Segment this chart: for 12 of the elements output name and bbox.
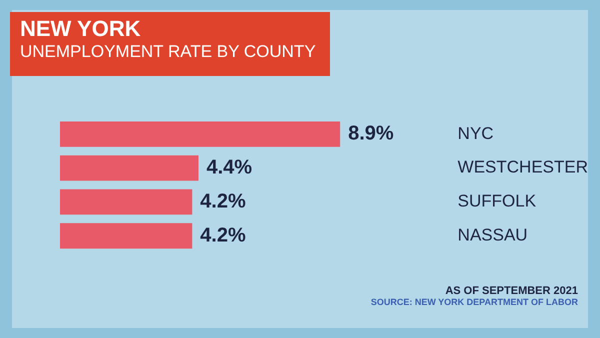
y-tick-label: NASSAU (458, 226, 528, 245)
text: AS OF SEPTEMBER 2021 (444, 285, 578, 297)
y-tick-label: SUFFOLK (458, 192, 537, 211)
chart-subtitle: UNEMPLOYMENT RATE BY COUNTY (20, 42, 317, 62)
data-label: 4.4% (206, 156, 252, 179)
data-label: 4.2% (200, 190, 246, 212)
chart-title: NEW YORK (20, 16, 142, 42)
data-label: 4.2% (200, 224, 246, 246)
data-label: 8.9% (348, 122, 394, 145)
y-tick-label: WESTCHESTER (458, 158, 588, 177)
y-tick-label: NYC (458, 124, 494, 143)
source-note: SOURCE: NEW YORK DEPARTMENT OF LABOR (370, 297, 578, 307)
